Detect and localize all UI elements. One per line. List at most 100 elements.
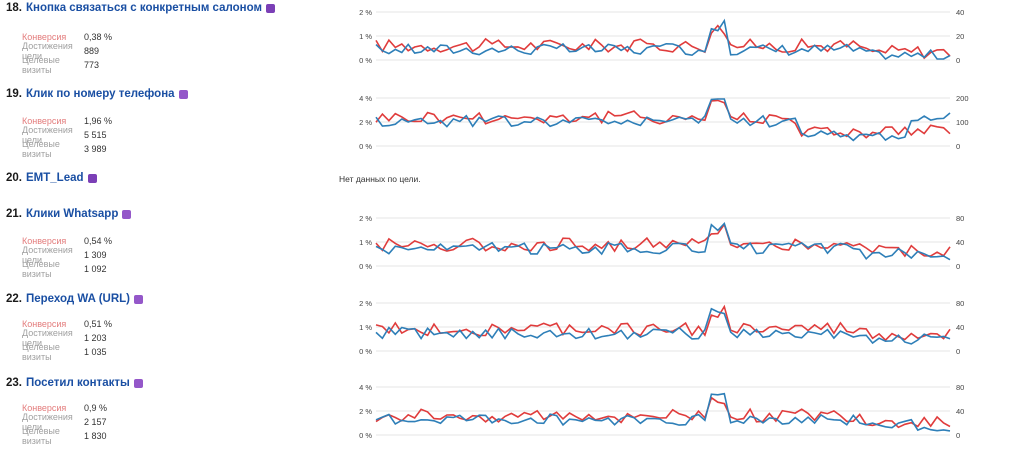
goal-chart-svg: 2 % 80 1 % 40 0 % 0 bbox=[359, 299, 964, 356]
goal-metrics: Конверсия 0,9 % Достижения цели 2 157 Целе… bbox=[22, 401, 108, 446]
goal-row: 22. Переход WA (URL) Конверсия 0,51 % Дос… bbox=[0, 291, 1024, 375]
conversion-value: 0,9 % bbox=[84, 403, 108, 413]
phone-icon bbox=[178, 89, 188, 99]
conversion-value: 0,51 % bbox=[84, 319, 113, 329]
goal-reached-value: 889 bbox=[84, 46, 100, 56]
visits-series-line bbox=[375, 307, 951, 345]
goal-number: 22. bbox=[6, 293, 22, 305]
right-axis-tick: 40 bbox=[956, 407, 964, 416]
conversion-value: 0,38 % bbox=[84, 32, 113, 42]
goal-chart-svg: 2 % 40 1 % 20 0 % 0 bbox=[359, 8, 964, 65]
goal-metrics: Конверсия 0,54 % Достижения цели 1 309 Цел… bbox=[22, 234, 113, 279]
right-axis-tick: 80 bbox=[956, 214, 964, 223]
goal-chart[interactable]: 2 % 80 1 % 40 0 % 0 bbox=[350, 299, 980, 356]
conversion-series-line bbox=[375, 396, 951, 429]
target-visits-label: Целевые визиты bbox=[22, 55, 60, 75]
right-axis-tick: 0 bbox=[956, 262, 960, 271]
goal-reached-label: Достижения цели bbox=[22, 412, 73, 432]
conversion-value: 0,54 % bbox=[84, 236, 113, 246]
visits-series-line bbox=[375, 392, 951, 432]
goal-chart[interactable]: 2 % 80 1 % 40 0 % 0 bbox=[350, 214, 980, 271]
right-axis-tick: 40 bbox=[956, 238, 964, 247]
goal-chart[interactable]: 4 % 80 2 % 40 0 % 0 bbox=[350, 383, 980, 440]
left-axis-tick: 2 % bbox=[359, 214, 372, 223]
goal-row: 20. EMT_Lead Нет данных по цели. bbox=[0, 170, 1024, 200]
goal-reached-label: Достижения цели bbox=[22, 328, 73, 348]
target-visits-label: Целевые визиты bbox=[22, 139, 60, 159]
left-axis-tick: 2 % bbox=[359, 8, 372, 17]
conversion-label: Конверсия bbox=[22, 319, 67, 329]
right-axis-tick: 200 bbox=[956, 94, 969, 103]
goal-name-link[interactable]: Посетил контакты bbox=[26, 377, 130, 389]
goal-reached-value: 5 515 bbox=[84, 130, 107, 140]
right-axis-tick: 0 bbox=[956, 347, 960, 356]
left-axis-tick: 2 % bbox=[359, 299, 372, 308]
click-icon bbox=[122, 209, 132, 219]
visits-series-line bbox=[375, 221, 951, 261]
goal-reached-label: Достижения цели bbox=[22, 245, 73, 265]
left-axis-tick: 0 % bbox=[359, 347, 372, 356]
goal-name-link[interactable]: Переход WA (URL) bbox=[26, 293, 130, 305]
goal-reached-value: 1 203 bbox=[84, 333, 107, 343]
left-axis-tick: 2 % bbox=[359, 407, 372, 416]
right-axis-tick: 0 bbox=[956, 142, 960, 151]
goal-row: 21. Клики Whatsapp Конверсия 0,54 % Дости… bbox=[0, 206, 1024, 290]
url-icon bbox=[133, 378, 143, 388]
target-visits-value: 773 bbox=[84, 60, 100, 70]
right-axis-tick: 20 bbox=[956, 32, 964, 41]
info-icon bbox=[266, 3, 275, 13]
goal-number: 21. bbox=[6, 208, 22, 220]
left-axis-tick: 4 % bbox=[359, 94, 372, 103]
left-axis-tick: 2 % bbox=[359, 118, 372, 127]
right-axis-tick: 80 bbox=[956, 299, 964, 308]
right-axis-tick: 40 bbox=[956, 323, 964, 332]
left-axis-tick: 1 % bbox=[359, 32, 372, 41]
goal-name-link[interactable]: EMT_Lead bbox=[26, 172, 84, 184]
visits-series-line bbox=[375, 98, 951, 142]
target-visits-value: 1 830 bbox=[84, 431, 107, 441]
goal-reached-label: Достижения цели bbox=[22, 41, 73, 61]
conversion-label: Конверсия bbox=[22, 236, 67, 246]
goal-metrics: Конверсия 0,38 % Достижения цели 889 Целев… bbox=[22, 30, 113, 75]
goal-number: 23. bbox=[6, 377, 22, 389]
goal-number: 18. bbox=[6, 2, 22, 14]
goal-title: 20. EMT_Lead bbox=[6, 172, 97, 184]
right-axis-tick: 80 bbox=[956, 383, 964, 392]
conversion-series-line bbox=[375, 222, 951, 258]
right-axis-tick: 100 bbox=[956, 118, 969, 127]
goal-row: 19. Клик по номеру телефона Конверсия 1,9… bbox=[0, 86, 1024, 170]
goal-reached-label: Достижения цели bbox=[22, 125, 73, 145]
left-axis-tick: 4 % bbox=[359, 383, 372, 392]
target-visits-label: Целевые визиты bbox=[22, 342, 60, 362]
goal-chart[interactable]: 2 % 40 1 % 20 0 % 0 bbox=[350, 8, 980, 65]
goal-chart-svg: 4 % 80 2 % 40 0 % 0 bbox=[359, 383, 964, 440]
conversion-series-line bbox=[375, 99, 951, 139]
goal-title: 18. Кнопка связаться с конкретным салоно… bbox=[6, 2, 275, 14]
goal-title: 22. Переход WA (URL) bbox=[6, 293, 143, 305]
goal-chart-svg: 4 % 200 2 % 100 0 % 0 bbox=[359, 94, 969, 151]
goal-chart-svg: 2 % 80 1 % 40 0 % 0 bbox=[359, 214, 964, 271]
goal-chart[interactable]: 4 % 200 2 % 100 0 % 0 bbox=[350, 94, 980, 151]
visits-series-line bbox=[375, 18, 951, 61]
conversion-label: Конверсия bbox=[22, 32, 67, 42]
goal-title: 19. Клик по номеру телефона bbox=[6, 88, 188, 100]
info-icon bbox=[87, 173, 97, 183]
target-visits-value: 3 989 bbox=[84, 144, 107, 154]
right-axis-tick: 0 bbox=[956, 431, 960, 440]
goal-number: 19. bbox=[6, 88, 22, 100]
left-axis-tick: 0 % bbox=[359, 431, 372, 440]
goal-title: 23. Посетил контакты bbox=[6, 377, 143, 389]
goal-name-link[interactable]: Клики Whatsapp bbox=[26, 208, 119, 220]
goal-name-link[interactable]: Кнопка связаться с конкретным салоном bbox=[26, 2, 262, 14]
target-visits-value: 1 092 bbox=[84, 264, 107, 274]
left-axis-tick: 1 % bbox=[359, 238, 372, 247]
goal-metrics: Конверсия 0,51 % Достижения цели 1 203 Цел… bbox=[22, 317, 113, 362]
left-axis-tick: 0 % bbox=[359, 262, 372, 271]
goal-name-link[interactable]: Клик по номеру телефона bbox=[26, 88, 175, 100]
goal-reached-value: 1 309 bbox=[84, 250, 107, 260]
target-visits-value: 1 035 bbox=[84, 347, 107, 357]
conversion-value: 1,96 % bbox=[84, 116, 113, 126]
goal-row: 23. Посетил контакты Конверсия 0,9 % Дост… bbox=[0, 375, 1024, 458]
goal-number: 20. bbox=[6, 172, 22, 184]
goal-row: 18. Кнопка связаться с конкретным салоно… bbox=[0, 0, 1024, 84]
